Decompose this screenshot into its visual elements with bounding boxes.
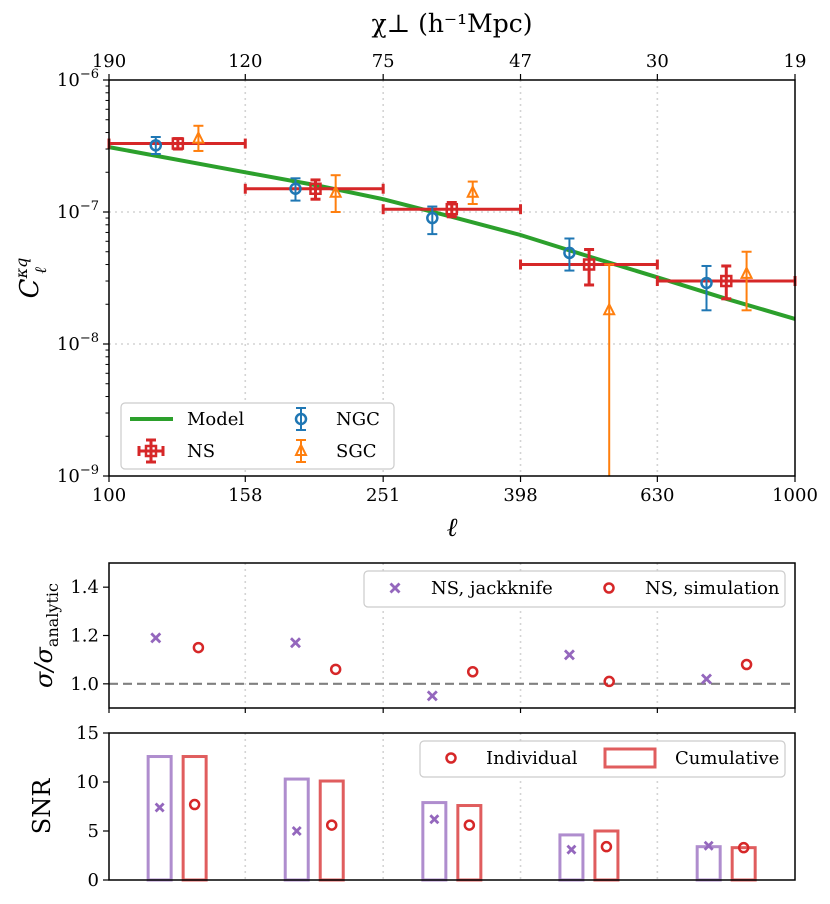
main-toptick-label-3: 47 (509, 51, 532, 72)
main-xlabel: ℓ (447, 513, 458, 543)
ratio-jk-point-3 (563, 649, 575, 661)
legend-sgc-marker (294, 442, 308, 456)
main-top-axis-label: χ⊥ (h⁻¹Mpc) (371, 9, 532, 38)
snr-individual-jk-2 (429, 814, 440, 825)
legend-ns-marker (144, 444, 158, 458)
ns-point-3 (582, 258, 596, 271)
ratio-ytick-label-0: 1.0 (70, 674, 99, 695)
ratio-legend-sim-label: NS, simulation (645, 578, 780, 599)
snr-individual-sim-1 (325, 819, 338, 831)
ns-point-2 (445, 202, 459, 216)
ratio-sim-point-4 (740, 658, 753, 671)
ratio-jk-point-4 (701, 673, 712, 685)
ratio-jk-point-0 (150, 632, 162, 644)
ratio-ylabel: σ/σanalytic (30, 583, 62, 688)
legend-ngc-label: NGC (336, 409, 380, 430)
snr-ytick-label-2: 10 (76, 772, 99, 793)
main-xtick-label-0: 100 (92, 485, 126, 506)
snr-ylabel: SNR (28, 778, 56, 834)
ratio-sim-point-2 (466, 666, 479, 678)
ns-point-0 (171, 137, 185, 150)
snr-frame (108, 732, 796, 881)
snr-individual-sim-2 (463, 819, 476, 831)
snr-individual-jk-4 (703, 840, 714, 851)
sgc-point-0 (191, 130, 206, 144)
main-toptick-label-2: 75 (372, 51, 395, 72)
snr-individual-jk-3 (566, 844, 577, 855)
main-xtick-label-1: 158 (228, 485, 262, 506)
main-ytick-label-3: 10−6 (57, 67, 99, 91)
snr-ytick-label-3: 15 (76, 723, 99, 744)
legend-ns-label: NS (187, 441, 215, 462)
main-frame (108, 79, 796, 477)
snr-individual-jk-0 (154, 802, 165, 813)
model-line (108, 145, 796, 321)
ngc-point-1 (289, 182, 302, 196)
ratio-ytick-label-1: 1.2 (70, 626, 99, 647)
legend-ngc-marker (294, 412, 308, 426)
main-toptick-label-4: 30 (646, 51, 669, 72)
snr-bar-jk-2 (421, 801, 448, 882)
snr-bar-sim-0 (181, 755, 208, 882)
ratio-sim-point-0 (192, 641, 205, 654)
ratio-jk-point-2 (426, 690, 438, 702)
main-legend-box (120, 402, 395, 470)
sgc-point-1 (329, 184, 343, 198)
legend-model-label: Model (187, 409, 244, 430)
ratio-sim-point-1 (329, 663, 342, 676)
snr-legend-individual-marker (445, 752, 457, 764)
ratio-legend-jk-marker (389, 582, 401, 594)
snr-legend-cumulative-label: Cumulative (675, 748, 779, 769)
ngc-point-0 (149, 139, 163, 152)
ratio-legend-sim-marker (603, 582, 615, 594)
main-xtick-label-2: 251 (366, 485, 400, 506)
sgc-point-4 (739, 265, 754, 279)
main-toptick-label-5: 19 (784, 51, 807, 72)
snr-legend-box (419, 740, 786, 778)
ratio-jk-point-1 (289, 637, 301, 649)
main-toptick-label-1: 120 (228, 51, 262, 72)
ngc-point-4 (700, 276, 713, 290)
snr-bar-sim-2 (456, 804, 483, 882)
snr-bar-jk-0 (146, 755, 173, 882)
main-ytick-label-1: 10−8 (57, 331, 99, 355)
ns-point-4 (720, 274, 733, 288)
snr-ytick-label-0: 0 (88, 870, 99, 891)
ngc-point-3 (563, 246, 576, 260)
ratio-legend-jk-label: NS, jackknife (431, 578, 553, 599)
sgc-point-2 (466, 184, 480, 198)
main-ytick-label-2: 10−7 (57, 199, 99, 223)
ratio-sim-point-3 (603, 675, 615, 688)
main-xtick-label-4: 630 (640, 485, 674, 506)
snr-ytick-label-1: 5 (88, 821, 99, 842)
main-ytick-label-0: 10−9 (57, 463, 99, 487)
snr-individual-jk-1 (291, 826, 302, 836)
snr-bar-sim-3 (593, 829, 620, 882)
sgc-point-3 (602, 302, 616, 316)
snr-bar-jk-3 (558, 833, 585, 882)
snr-bar-jk-4 (695, 845, 722, 882)
ngc-point-2 (426, 211, 439, 225)
main-xtick-label-5: 1000 (772, 485, 818, 506)
ratio-ytick-label-2: 1.4 (70, 577, 99, 598)
ratio-legend-box (363, 570, 786, 608)
snr-individual-sim-3 (600, 840, 613, 853)
ns-point-1 (309, 182, 322, 196)
legend-sgc-label: SGC (336, 441, 376, 462)
snr-individual-sim-0 (188, 798, 201, 811)
snr-individual-sim-4 (737, 841, 750, 854)
main-toptick-label-0: 190 (92, 51, 126, 72)
main-xtick-label-3: 398 (503, 485, 537, 506)
main-ylabel: Cκqℓ (12, 258, 50, 299)
snr-legend-individual-label: Individual (486, 748, 578, 769)
snr-legend-cumulative-swatch (603, 747, 657, 769)
